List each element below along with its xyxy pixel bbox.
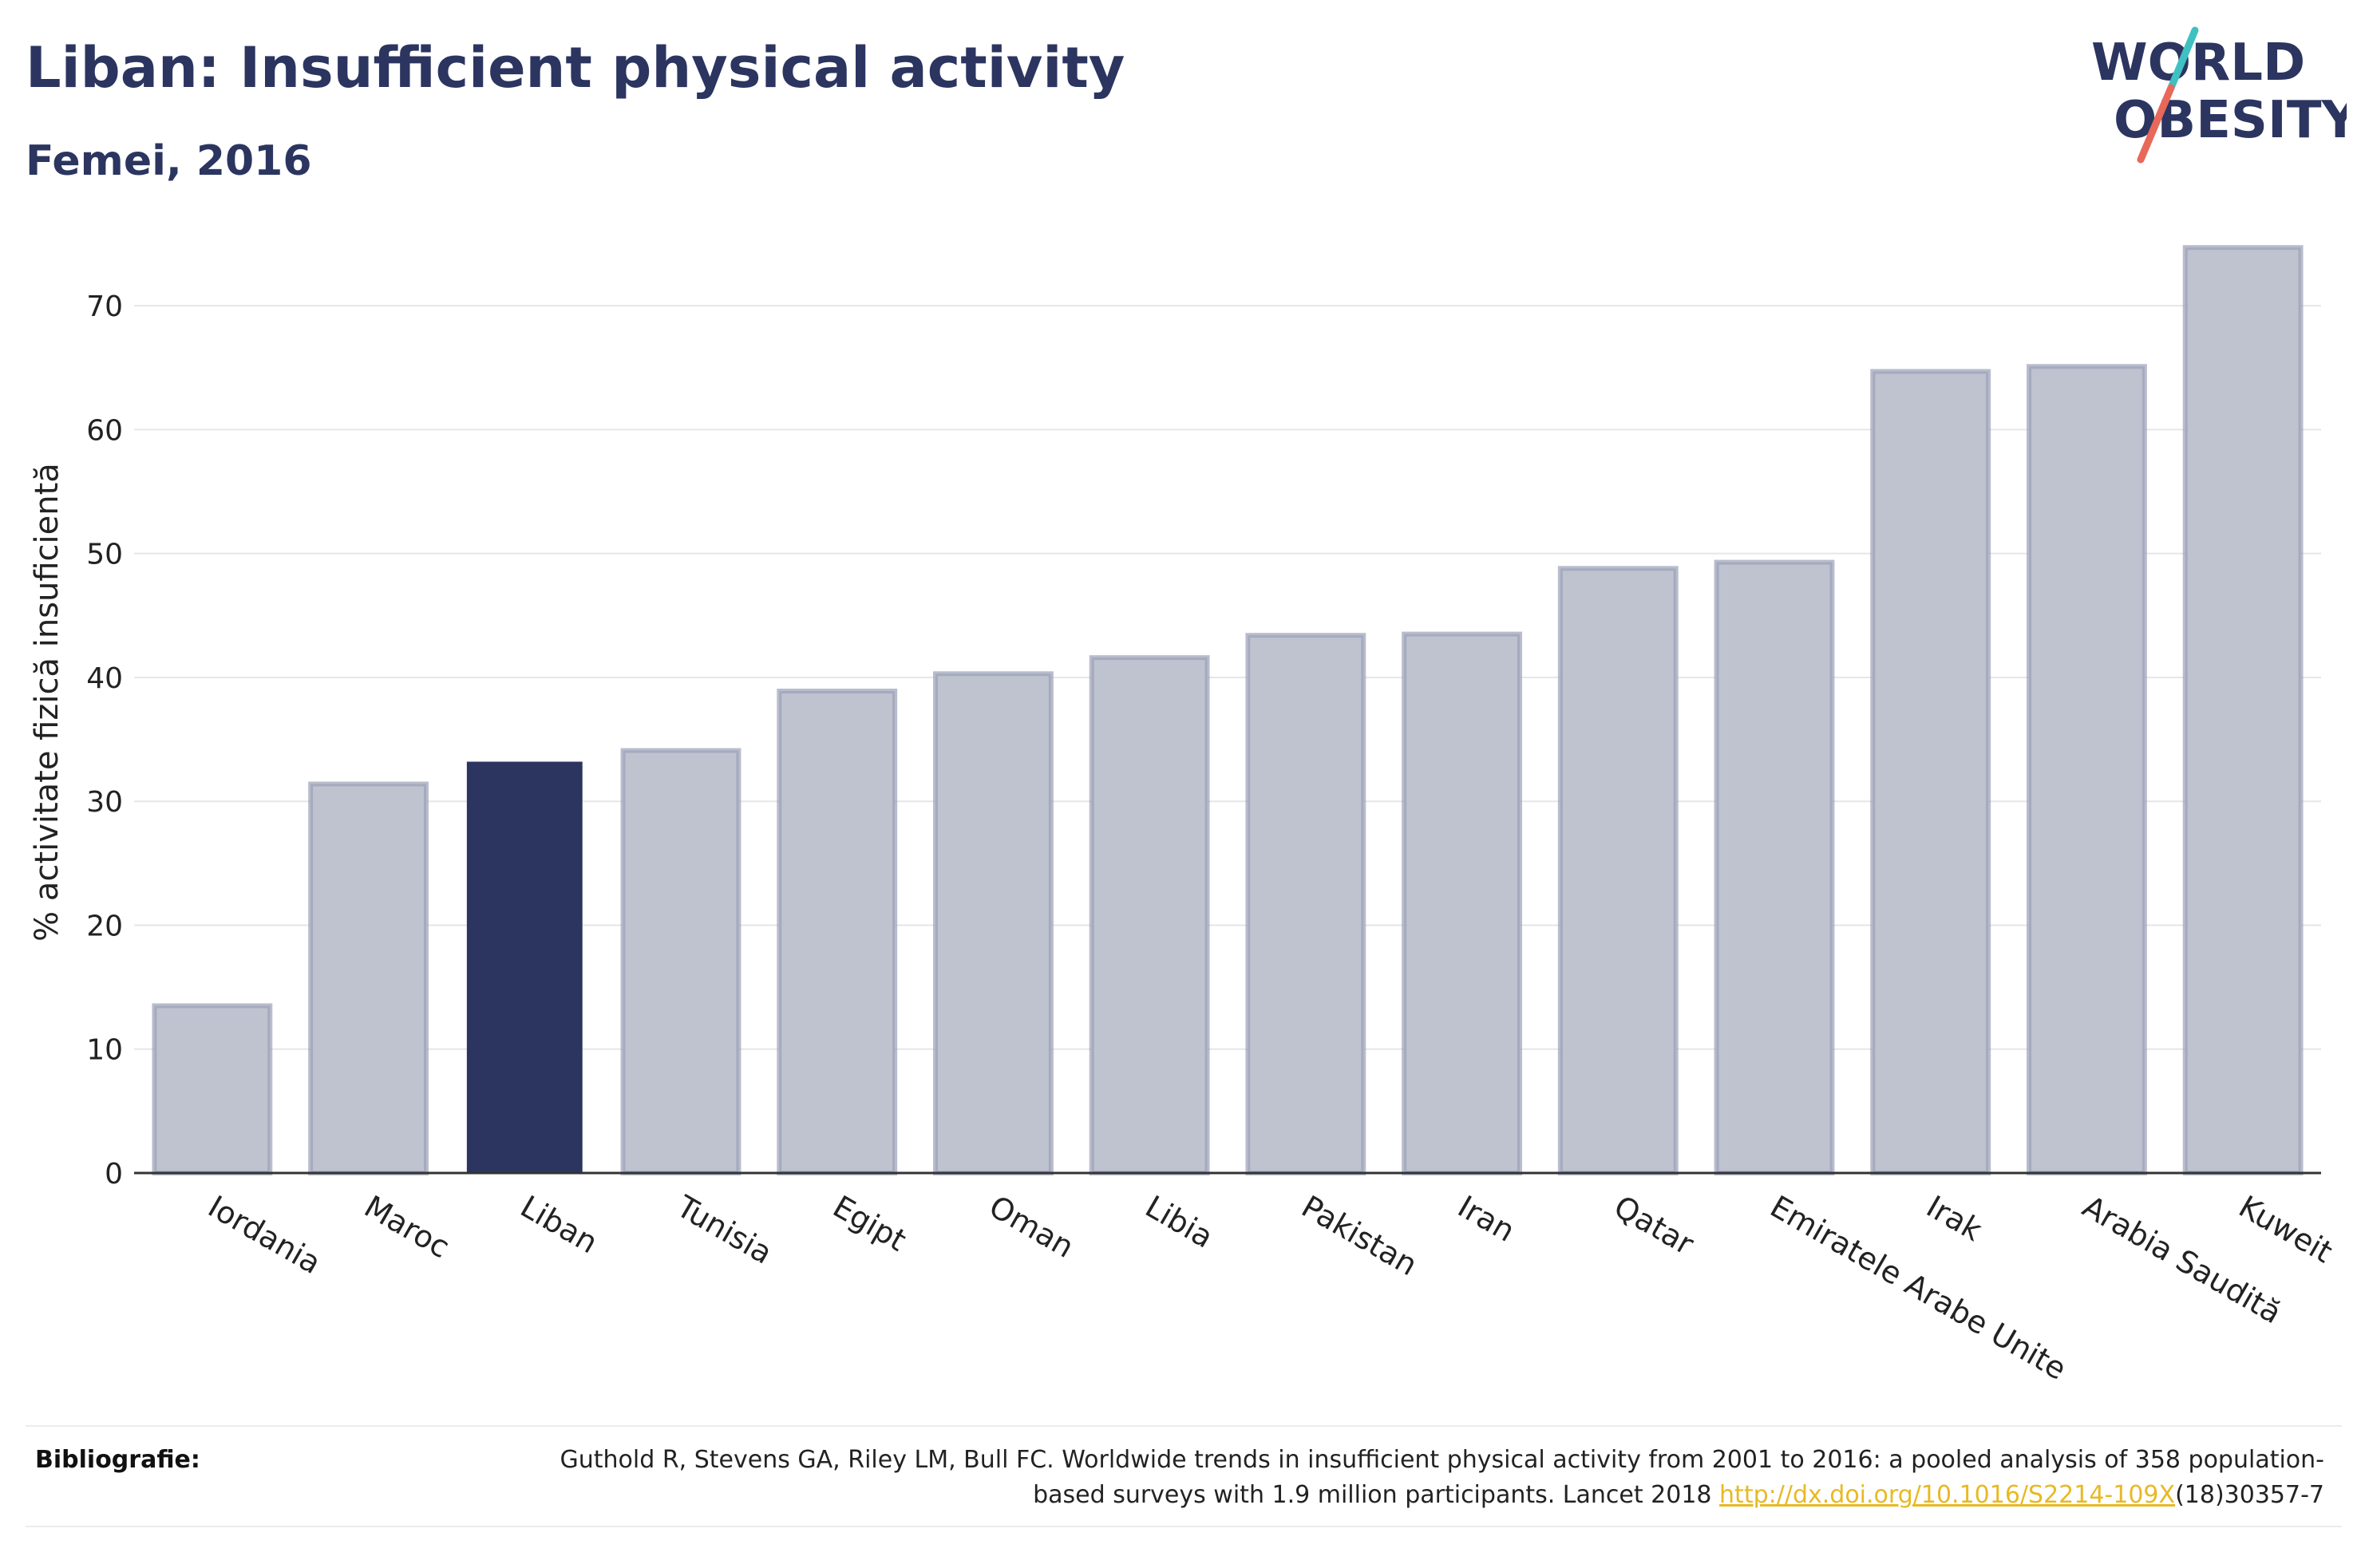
x-tick-label: Maroc: [358, 1189, 456, 1266]
world-obesity-logo: WORLD OBESITY: [2091, 26, 2347, 164]
x-tick-label: Iran: [1452, 1189, 1521, 1249]
x-tick-label: Emiratele Arabe Unite: [1765, 1189, 2073, 1387]
x-tick-label: Egipt: [827, 1189, 912, 1258]
logo-line-1: WORLD: [2091, 34, 2305, 93]
footer-divider-bottom: [26, 1526, 2342, 1527]
y-tick-label: 60: [86, 414, 123, 447]
x-tick-label: Irak: [1920, 1189, 1987, 1248]
bar: [1870, 369, 1991, 1175]
bar: [466, 761, 583, 1173]
bar: [777, 689, 898, 1175]
x-tick-label: Oman: [983, 1189, 1080, 1265]
y-tick-label: 20: [86, 910, 123, 942]
bar: [152, 1003, 273, 1176]
x-tick-label: Libia: [1140, 1189, 1220, 1255]
footer-divider-top: [26, 1425, 2342, 1427]
y-tick-label: 0: [105, 1158, 123, 1191]
y-tick-label: 40: [86, 662, 123, 695]
bar: [2182, 245, 2304, 1175]
logo-slash-bottom: [2137, 84, 2175, 164]
x-tick-label: Qatar: [1608, 1189, 1700, 1262]
bar-chart: 0 10 20 30 40 50 60 70 Iordania Maroc Liban Tunisia…: [29, 245, 2339, 1387]
bibliography-label: Bibliografie:: [35, 1446, 200, 1474]
y-tick-label: 70: [86, 290, 123, 323]
bar: [1714, 559, 1835, 1175]
x-tick-label: Iordania: [202, 1189, 326, 1281]
bibliography-citation: Guthold R, Stevens GA, Riley LM, Bull FC…: [560, 1446, 2324, 1509]
x-tick-label: Tunisia: [670, 1188, 778, 1271]
bibliography-link[interactable]: http://dx.doi.org/10.1016/S2214-109X: [1719, 1481, 2176, 1509]
y-tick-label: 30: [86, 786, 123, 819]
bar: [1557, 566, 1679, 1175]
x-tick-label: Liban: [515, 1189, 603, 1261]
y-axis-label: % activitate fizică insuficientă: [29, 463, 65, 942]
bar: [933, 671, 1054, 1175]
y-tick-label: 50: [86, 539, 123, 571]
bibliography-text: Guthold R, Stevens GA, Riley LM, Bull FC…: [544, 1443, 2324, 1513]
bar: [620, 748, 742, 1175]
x-tick-label: Pakistan: [1295, 1189, 1423, 1283]
bibliography-citation-end: (18)30357-7: [2175, 1481, 2324, 1509]
bar: [1245, 633, 1366, 1175]
y-tick-label: 10: [86, 1034, 123, 1067]
chart-subtitle: Femei, 2016: [26, 137, 312, 185]
bar: [1089, 655, 1210, 1175]
bar: [1402, 631, 1522, 1175]
chart-title: Liban: Insufficient physical activity: [26, 35, 1125, 101]
logo-slash-top: [2167, 26, 2199, 92]
bar: [308, 781, 429, 1175]
bar: [2027, 364, 2147, 1176]
x-tick-label: Kuweit: [2233, 1189, 2339, 1270]
